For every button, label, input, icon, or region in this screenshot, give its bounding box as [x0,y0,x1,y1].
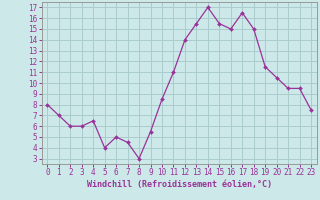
X-axis label: Windchill (Refroidissement éolien,°C): Windchill (Refroidissement éolien,°C) [87,180,272,189]
